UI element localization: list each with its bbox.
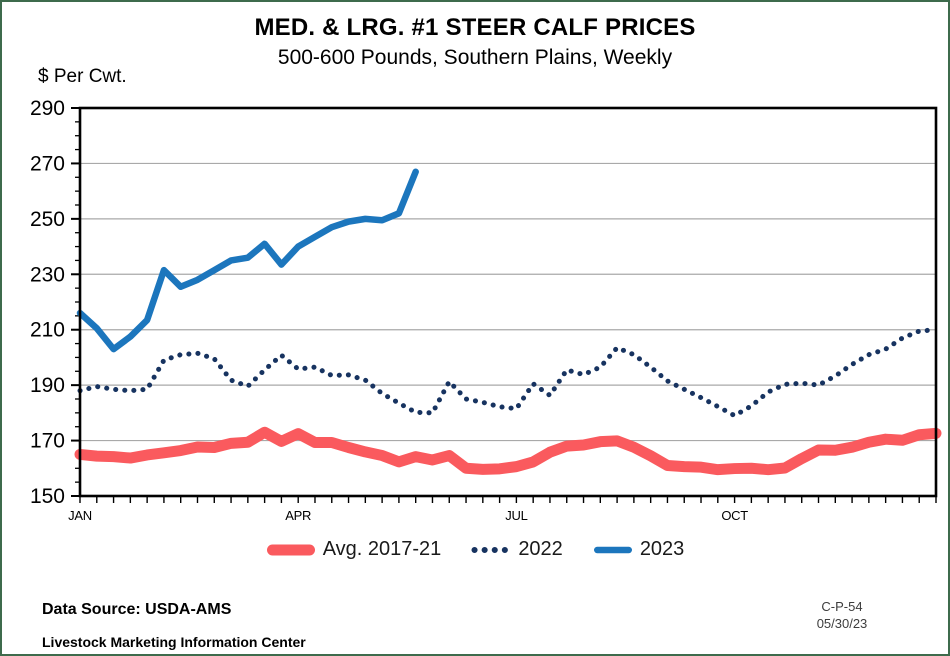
legend-label-avg: Avg. 2017-21 [322,538,442,560]
chart-subtitle: 500-600 Pounds, Southern Plains, Weekly [277,46,673,69]
plot-border [78,106,938,498]
x-month-label: OCT [721,508,748,523]
chart-legend: Avg. 2017-21 2022 2023 [2,538,948,561]
y-axis-unit-label: $ Per Cwt. [38,66,127,87]
data-source-text: Data Source: USDA-AMS [42,601,232,618]
y-tick-label: 210 [30,319,65,342]
publication-code: C-P-54 [821,599,863,614]
y-tick-label: 290 [30,97,65,120]
chart-title: MED. & LRG. #1 STEER CALF PRICES [254,14,696,41]
legend-label-2022: 2022 [518,538,563,560]
y-tick-label: 230 [30,263,65,286]
y-tick-label: 270 [30,152,65,175]
x-month-label: JAN [68,508,92,523]
legend-item-2023: 2023 [593,538,685,561]
price-chart: 150 170 190 210 230 250 270 290 JAN APR JUL OCT [30,97,942,523]
y-tick-label: 150 [30,485,65,508]
series-line-avg-2017-21 [74,426,942,476]
y-tick-label: 250 [30,208,65,231]
legend-swatch-2022-dotted-line [471,543,511,557]
legend-item-avg: Avg. 2017-21 [266,538,442,561]
y-tick-label: 170 [30,430,65,453]
organization-text: Livestock Marketing Information Center [42,634,306,650]
publication-date: 05/30/23 [816,615,868,631]
x-month-label: JUL [505,508,527,523]
series-line-2022 [77,327,939,419]
legend-item-2022: 2022 [471,538,563,561]
legend-swatch-2023-line [593,543,633,557]
legend-swatch-avg-line [266,543,316,557]
y-tick-label: 190 [30,374,65,397]
series-line-2023 [76,168,419,353]
publication-code-block: C-P-54 05/30/23 [802,599,882,633]
x-month-label: APR [285,508,311,523]
legend-label-2023: 2023 [639,538,685,560]
